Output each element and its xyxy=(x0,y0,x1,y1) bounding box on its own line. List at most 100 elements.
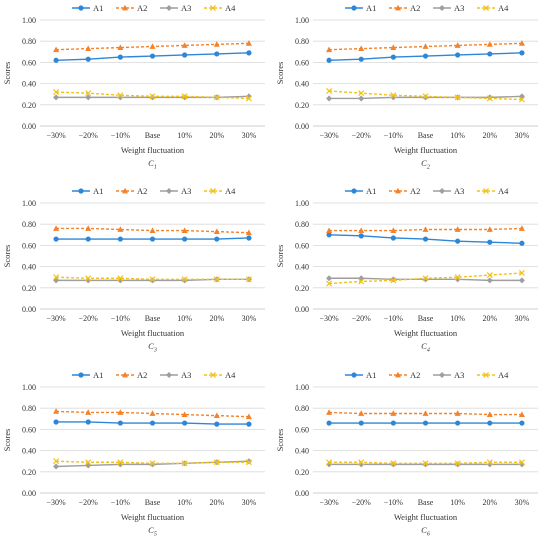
data-point xyxy=(390,277,397,284)
data-point xyxy=(53,57,59,63)
x-tick-label: 20% xyxy=(482,498,497,507)
y-tick-label: 0.60 xyxy=(22,425,36,434)
data-point xyxy=(53,89,60,96)
x-tick-label: −20% xyxy=(79,131,99,140)
data-point xyxy=(358,278,365,285)
data-point xyxy=(85,275,92,282)
y-tick-label: 0.00 xyxy=(22,122,36,131)
data-point xyxy=(326,232,332,238)
legend-item-a3: A3 xyxy=(433,3,464,13)
series-a4 xyxy=(53,274,252,283)
data-point xyxy=(245,458,252,465)
data-point xyxy=(486,411,493,417)
data-point xyxy=(518,40,525,46)
x-axis-title: Weight fluctuation xyxy=(121,328,185,338)
data-point xyxy=(53,419,59,425)
y-tick-label: 0.00 xyxy=(295,489,309,498)
data-point xyxy=(213,228,220,235)
legend-marker xyxy=(78,372,84,378)
data-point xyxy=(326,227,333,233)
series-a3 xyxy=(326,93,525,102)
x-tick-label: −30% xyxy=(319,131,339,140)
data-point xyxy=(486,459,493,466)
data-point xyxy=(518,459,525,466)
data-point xyxy=(390,92,397,99)
legend-marker xyxy=(166,188,172,194)
legend-item-a4: A4 xyxy=(477,186,509,196)
x-tick-label: 20% xyxy=(482,131,497,140)
x-tick-label: −20% xyxy=(79,498,99,507)
legend-label: A1 xyxy=(93,186,103,196)
chart-panel-c1: 0.00 0.20 0.40 0.60 0.80 1.00 −30% −20% −10% Base… xyxy=(0,0,273,183)
legend-item-a3: A3 xyxy=(160,186,191,196)
data-point xyxy=(390,227,397,233)
legend-marker xyxy=(351,372,357,378)
legend-marker xyxy=(351,5,357,11)
x-tick-label: 30% xyxy=(242,314,257,323)
x-tick-label: −30% xyxy=(46,498,66,507)
legend-marker xyxy=(482,371,490,379)
caption-letter: C xyxy=(148,341,154,351)
data-point xyxy=(149,276,156,283)
data-point xyxy=(486,95,493,102)
series-a4 xyxy=(326,269,525,287)
x-tick-label: 20% xyxy=(209,131,224,140)
y-axis-title: Scores xyxy=(275,429,285,452)
x-tick-label: 20% xyxy=(209,314,224,323)
caption-subscript: 3 xyxy=(153,348,157,354)
x-tick-label: −10% xyxy=(384,314,404,323)
chart-panel-c3: 0.00 0.20 0.40 0.60 0.80 1.00 −30% −20% −10% Base… xyxy=(0,183,273,366)
series-a4 xyxy=(53,89,252,102)
x-tick-label: Base xyxy=(145,498,161,507)
data-point xyxy=(85,236,91,242)
data-point xyxy=(454,460,461,467)
data-point xyxy=(358,45,365,52)
data-point xyxy=(85,94,92,101)
series-a2 xyxy=(326,40,525,53)
x-tick-label: 30% xyxy=(515,131,530,140)
y-tick-label: 0.20 xyxy=(22,468,36,477)
caption-letter: C xyxy=(148,525,154,535)
data-point xyxy=(85,225,92,231)
caption-letter: C xyxy=(421,525,427,535)
x-tick-label: Base xyxy=(418,131,434,140)
data-point xyxy=(422,93,429,100)
data-point xyxy=(117,54,123,60)
legend-label: A3 xyxy=(454,3,464,13)
data-point xyxy=(85,462,92,469)
data-point xyxy=(422,275,429,282)
data-point xyxy=(326,57,332,63)
legend-label: A1 xyxy=(93,3,103,13)
chart-panel-c2: 0.00 0.20 0.40 0.60 0.80 1.00 −30% −20% −10% Base… xyxy=(273,0,546,183)
y-axis-title: Scores xyxy=(275,245,285,268)
x-tick-label: −30% xyxy=(46,131,66,140)
legend-marker xyxy=(482,187,490,195)
data-point xyxy=(422,43,429,49)
x-tick-label: 20% xyxy=(209,498,224,507)
x-tick-label: 10% xyxy=(177,498,192,507)
line-chart-svg: 0.00 0.20 0.40 0.60 0.80 1.00 −30% −20% −10% Base… xyxy=(2,370,265,538)
data-point xyxy=(181,94,188,101)
y-tick-label: 0.20 xyxy=(295,101,309,110)
legend-item-a4: A4 xyxy=(204,370,236,380)
data-point xyxy=(117,275,124,282)
line-chart-svg: 0.00 0.20 0.40 0.60 0.80 1.00 −30% −20% −10% Base… xyxy=(275,186,538,354)
data-point xyxy=(214,421,220,427)
y-tick-label: 1.00 xyxy=(295,199,309,208)
y-tick-label: 0.60 xyxy=(22,241,36,250)
legend-item-a1: A1 xyxy=(345,186,376,196)
data-point xyxy=(149,277,156,284)
data-point xyxy=(455,420,461,426)
legend-item-a2: A2 xyxy=(389,3,420,13)
chart-caption: C1 xyxy=(148,158,157,171)
legend-marker xyxy=(395,4,401,11)
x-tick-label: −10% xyxy=(111,131,131,140)
data-point xyxy=(53,277,60,284)
data-point xyxy=(486,94,493,101)
data-point xyxy=(149,227,156,233)
x-tick-label: 10% xyxy=(177,314,192,323)
x-tick-label: 10% xyxy=(450,498,465,507)
legend-item-a3: A3 xyxy=(433,370,464,380)
legend-item-a1: A1 xyxy=(72,370,103,380)
x-tick-label: 30% xyxy=(515,314,530,323)
